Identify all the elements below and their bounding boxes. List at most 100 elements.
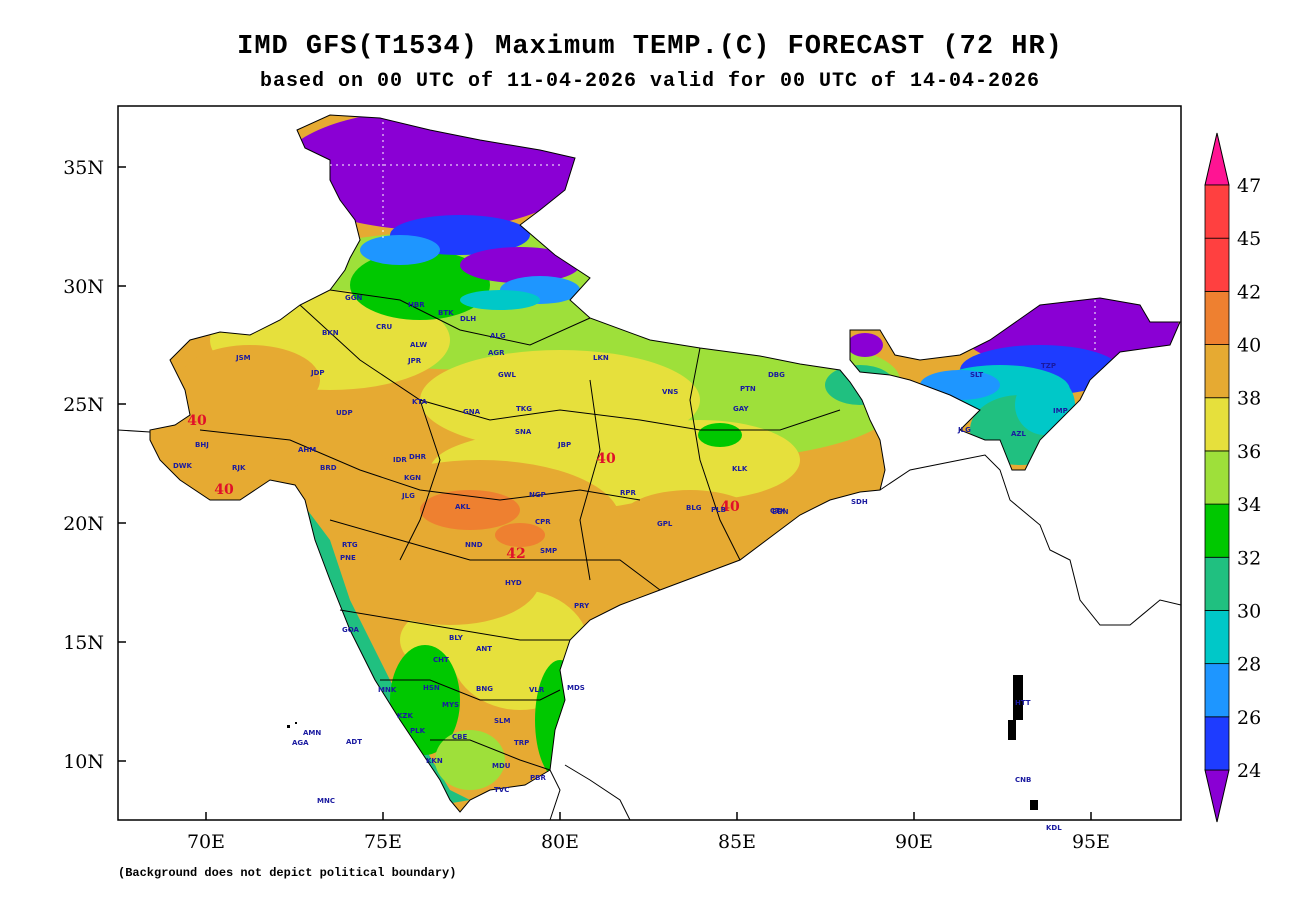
city-code-label: BKN — [322, 329, 339, 337]
city-code-label: PLK — [410, 727, 426, 735]
city-code-label: CHT — [433, 656, 449, 664]
lat-labels: 35N 30N 25N 20N 15N 10N — [63, 157, 104, 773]
contour-labels: 40 40 40 40 42 — [187, 413, 740, 562]
lon-label: 95E — [1072, 831, 1110, 853]
city-code-label: HBR — [408, 301, 425, 309]
lat-label: 25N — [63, 394, 104, 416]
city-code-label: JLG — [401, 492, 415, 500]
city-code-label: JPR — [407, 357, 422, 365]
lat-label: 15N — [63, 632, 104, 654]
city-code-label: PRY — [574, 602, 590, 610]
city-code-label: DBG — [768, 371, 785, 379]
city-code-label: MNC — [317, 797, 335, 805]
city-code-label: DHR — [409, 453, 427, 461]
city-code-label: CRU — [376, 323, 393, 331]
colorbar-box — [1204, 397, 1230, 452]
city-code-label: GOA — [342, 626, 360, 634]
city-code-label: CBE — [452, 733, 467, 741]
colorbar-arrow-low — [1204, 769, 1230, 823]
colorbar-box — [1204, 503, 1230, 558]
colorbar-tick-label: 30 — [1237, 600, 1261, 622]
colorbar-tick-label: 28 — [1237, 654, 1261, 676]
colorbar-box — [1204, 450, 1230, 505]
contour-label: 40 — [596, 451, 616, 467]
city-code-label: PBR — [530, 774, 546, 782]
colorbar-tick-label: 40 — [1237, 335, 1261, 357]
city-code-label: SDH — [851, 498, 868, 506]
city-code-label: LKN — [593, 354, 609, 362]
city-code-label: MDU — [492, 762, 511, 770]
city-code-label: KGN — [404, 474, 421, 482]
colorbar-box — [1204, 556, 1230, 611]
city-code-label: KZK — [397, 712, 414, 720]
colorbar-arrow-high — [1204, 132, 1230, 186]
city-code-label: RPR — [620, 489, 637, 497]
city-code-label: DWK — [173, 462, 193, 470]
city-code-label: BBN — [772, 508, 789, 516]
city-code-label: AZL — [1011, 430, 1026, 438]
city-code-label: TZP — [1041, 362, 1056, 370]
lon-label: 80E — [541, 831, 579, 853]
city-code-label: BNG — [476, 685, 493, 693]
city-code-label: DLH — [460, 315, 476, 323]
colorbar-tick-label: 38 — [1237, 388, 1261, 410]
city-code-label: JDP — [310, 369, 325, 377]
city-code-label: RTG — [342, 541, 358, 549]
city-code-label: HYD — [505, 579, 522, 587]
colorbar-tick-label: 32 — [1237, 547, 1261, 569]
lon-labels: 70E 75E 80E 85E 90E 95E — [187, 831, 1110, 853]
city-code-label: KDL — [1046, 824, 1062, 832]
city-code-label: GWL — [498, 371, 516, 379]
city-code-label: NGP — [529, 491, 546, 499]
lat-label: 35N — [63, 157, 104, 179]
lat-label: 10N — [63, 751, 104, 773]
city-code-label: HSN — [423, 684, 440, 692]
city-code-label: GAY — [733, 405, 749, 413]
city-code-label: GNA — [463, 408, 481, 416]
city-code-label: GPL — [657, 520, 673, 528]
city-code-label: PTN — [740, 385, 756, 393]
colorbar-tick-label: 26 — [1237, 707, 1261, 729]
city-code-label: KKN — [426, 757, 443, 765]
colorbar-box — [1204, 237, 1230, 292]
contour-label: 40 — [214, 482, 234, 498]
city-code-label: VLR — [529, 686, 545, 694]
city-code-label: ALG — [490, 332, 506, 340]
city-code-label: JLG — [957, 426, 971, 434]
contour-label: 40 — [720, 499, 740, 515]
city-code-label: CPR — [535, 518, 551, 526]
city-code-label: SLM — [494, 717, 511, 725]
city-code-label: CNB — [1015, 776, 1031, 784]
colorbar-tick-label: 36 — [1237, 441, 1261, 463]
city-labels: GGN HBR BKN CRU JPR ALW DLH BTK ALG AGR GWL JSM JDP U… — [173, 294, 1068, 832]
city-code-label: SLT — [970, 371, 983, 379]
colorbar-tick-label: 34 — [1237, 494, 1261, 516]
city-code-label: BRD — [320, 464, 337, 472]
colorbar: 24 26 28 30 32 34 36 38 40 42 45 47 — [1204, 132, 1261, 823]
footnote: (Background does not depict political bo… — [118, 866, 457, 880]
city-code-label: JBP — [557, 441, 571, 449]
colorbar-box — [1204, 290, 1230, 345]
city-code-label: BHJ — [195, 441, 209, 449]
colorbar-tick-label: 24 — [1237, 760, 1261, 782]
city-code-label: AMN — [303, 729, 321, 737]
contour-label: 40 — [187, 413, 207, 429]
boundaries — [118, 114, 1181, 820]
colorbar-box — [1204, 344, 1230, 399]
city-code-label: HTT — [1015, 699, 1031, 707]
lat-label: 20N — [63, 513, 104, 535]
city-code-label: UDP — [336, 409, 353, 417]
city-code-label: TRP — [514, 739, 529, 747]
contour-label: 42 — [506, 546, 525, 562]
city-code-label: BTK — [438, 309, 454, 317]
city-code-label: BLG — [686, 504, 702, 512]
colorbar-tick-label: 47 — [1237, 175, 1261, 197]
lon-label: 85E — [718, 831, 756, 853]
city-code-label: TVC — [494, 786, 509, 794]
city-code-label: JSM — [235, 354, 251, 362]
lat-label: 30N — [63, 276, 104, 298]
city-code-label: AHM — [298, 446, 316, 454]
city-code-label: MDS — [567, 684, 585, 692]
lon-label: 75E — [364, 831, 402, 853]
